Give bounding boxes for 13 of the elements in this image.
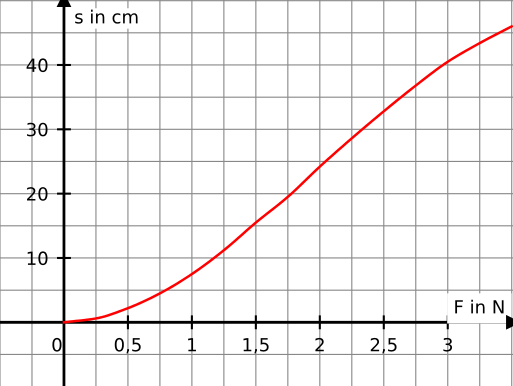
x-tick-label: 0,5 bbox=[114, 338, 141, 354]
y-tick-label: 10 bbox=[28, 251, 48, 266]
x-tick-label: 0 bbox=[52, 338, 62, 352]
x-tick-label: 2 bbox=[315, 338, 324, 352]
x-tick-label: 1,5 bbox=[243, 338, 269, 354]
x-axis-title: F in N bbox=[455, 300, 504, 314]
y-tick-label: 30 bbox=[27, 122, 48, 136]
x-tick-label: 2,5 bbox=[370, 338, 397, 354]
y-axis-title: s in cm bbox=[75, 10, 138, 24]
y-tick-label: 40 bbox=[26, 58, 48, 72]
y-tick-label: 20 bbox=[27, 187, 48, 201]
x-tick-label: 3 bbox=[443, 338, 452, 352]
x-tick-label: 1 bbox=[188, 338, 196, 352]
